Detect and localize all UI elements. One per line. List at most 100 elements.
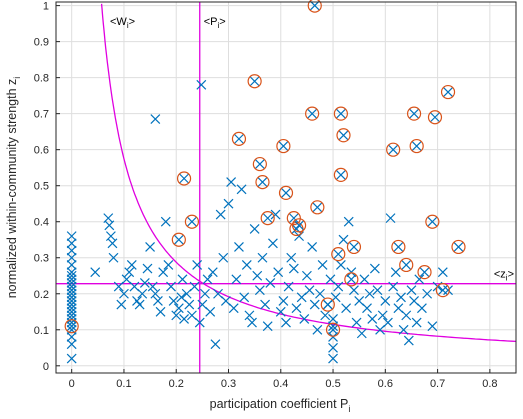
hub-data-point	[252, 156, 267, 172]
data-point	[177, 274, 188, 285]
marker-stroke	[286, 252, 297, 263]
hub-data-point	[307, 0, 322, 13]
y-tick-label: 0.6	[34, 145, 49, 157]
marker-stroke	[260, 299, 271, 310]
data-point	[411, 317, 422, 328]
data-point	[150, 114, 161, 124]
w-curve	[100, 3, 517, 343]
hub-data-point	[305, 106, 320, 121]
hub-data-point	[346, 239, 362, 255]
data-point	[427, 321, 438, 332]
data-point	[390, 267, 401, 278]
marker-stroke	[343, 216, 354, 227]
data-point	[362, 303, 372, 314]
data-point	[66, 299, 77, 310]
data-point	[66, 306, 77, 317]
marker-stroke	[317, 260, 328, 270]
marker-stroke	[66, 285, 77, 296]
hub-data-point	[336, 128, 351, 143]
data-point	[66, 353, 77, 364]
marker-stroke	[239, 292, 250, 303]
marker-stroke	[66, 288, 77, 299]
marker-stroke	[257, 177, 268, 188]
marker-stroke	[296, 292, 307, 303]
y-tick-label: 0.7	[34, 109, 49, 121]
data-point	[249, 223, 260, 234]
marker-stroke	[247, 317, 257, 328]
marker-stroke	[278, 141, 289, 152]
marker-stroke	[328, 353, 338, 364]
x-axis-title: participation coefficient Pi	[210, 397, 351, 414]
marker-stroke	[304, 285, 315, 296]
marker-stroke	[113, 281, 124, 292]
data-point	[338, 234, 349, 245]
data-point	[262, 321, 273, 332]
y-axis-title: normalized within-community strength zi	[5, 77, 22, 299]
data-point	[66, 238, 77, 249]
marker-stroke	[278, 296, 289, 306]
marker-stroke	[177, 274, 188, 285]
marker-stroke	[385, 213, 396, 224]
data-point	[283, 281, 294, 292]
marker-stroke	[349, 242, 359, 252]
data-point	[66, 310, 77, 321]
grid-lines	[56, 2, 516, 373]
marker-stroke	[104, 220, 115, 231]
data-point	[307, 242, 318, 252]
marker-stroke	[158, 267, 169, 278]
marker-stroke	[66, 314, 77, 324]
data-point	[113, 281, 124, 292]
marker-stroke	[249, 223, 260, 234]
data-point	[168, 296, 179, 306]
marker-stroke	[322, 299, 333, 310]
marker-stroke	[453, 242, 464, 252]
hub-circle	[435, 283, 450, 298]
data-point	[145, 242, 156, 252]
data-point	[257, 252, 268, 263]
data-point	[66, 231, 77, 242]
data-point	[155, 306, 166, 317]
hub-circle	[184, 214, 200, 229]
marker-stroke	[294, 220, 304, 231]
data-point	[66, 296, 77, 306]
marker-stroke	[349, 285, 359, 296]
data-point	[328, 353, 338, 364]
marker-stroke	[66, 252, 77, 263]
marker-stroke	[215, 209, 226, 220]
marker-stroke	[66, 339, 77, 350]
marker-stroke	[66, 245, 77, 256]
z-annotation: <zi>	[494, 269, 514, 283]
marker-stroke	[254, 159, 265, 170]
data-point	[359, 274, 370, 285]
hub-circle	[333, 167, 348, 182]
data-point	[286, 252, 297, 263]
data-point	[265, 278, 276, 288]
marker-stroke	[427, 321, 438, 332]
marker-stroke	[351, 317, 362, 328]
hub-data-point	[333, 167, 348, 182]
marker-stroke	[66, 353, 77, 364]
data-point	[260, 299, 271, 310]
data-point	[268, 238, 278, 249]
hub-circle	[331, 247, 346, 262]
data-point	[291, 303, 302, 314]
marker-stroke	[108, 252, 119, 263]
marker-stroke	[411, 317, 422, 328]
data-point	[66, 281, 77, 292]
data-point	[197, 299, 208, 310]
marker-stroke	[291, 303, 302, 314]
marker-stroke	[226, 177, 237, 188]
data-point	[66, 278, 77, 288]
data-point	[422, 288, 433, 299]
w-annotation: <Wi>	[110, 16, 135, 30]
x-tick-label: 0	[69, 378, 75, 390]
hub-circle	[344, 272, 359, 287]
hub-data-point	[231, 131, 247, 146]
hub-data-point	[333, 106, 348, 121]
marker-stroke	[66, 324, 77, 335]
data-point	[236, 184, 247, 195]
data-point	[202, 274, 213, 285]
hub-circle	[276, 138, 291, 154]
marker-stroke	[66, 299, 77, 310]
marker-stroke	[393, 242, 404, 252]
